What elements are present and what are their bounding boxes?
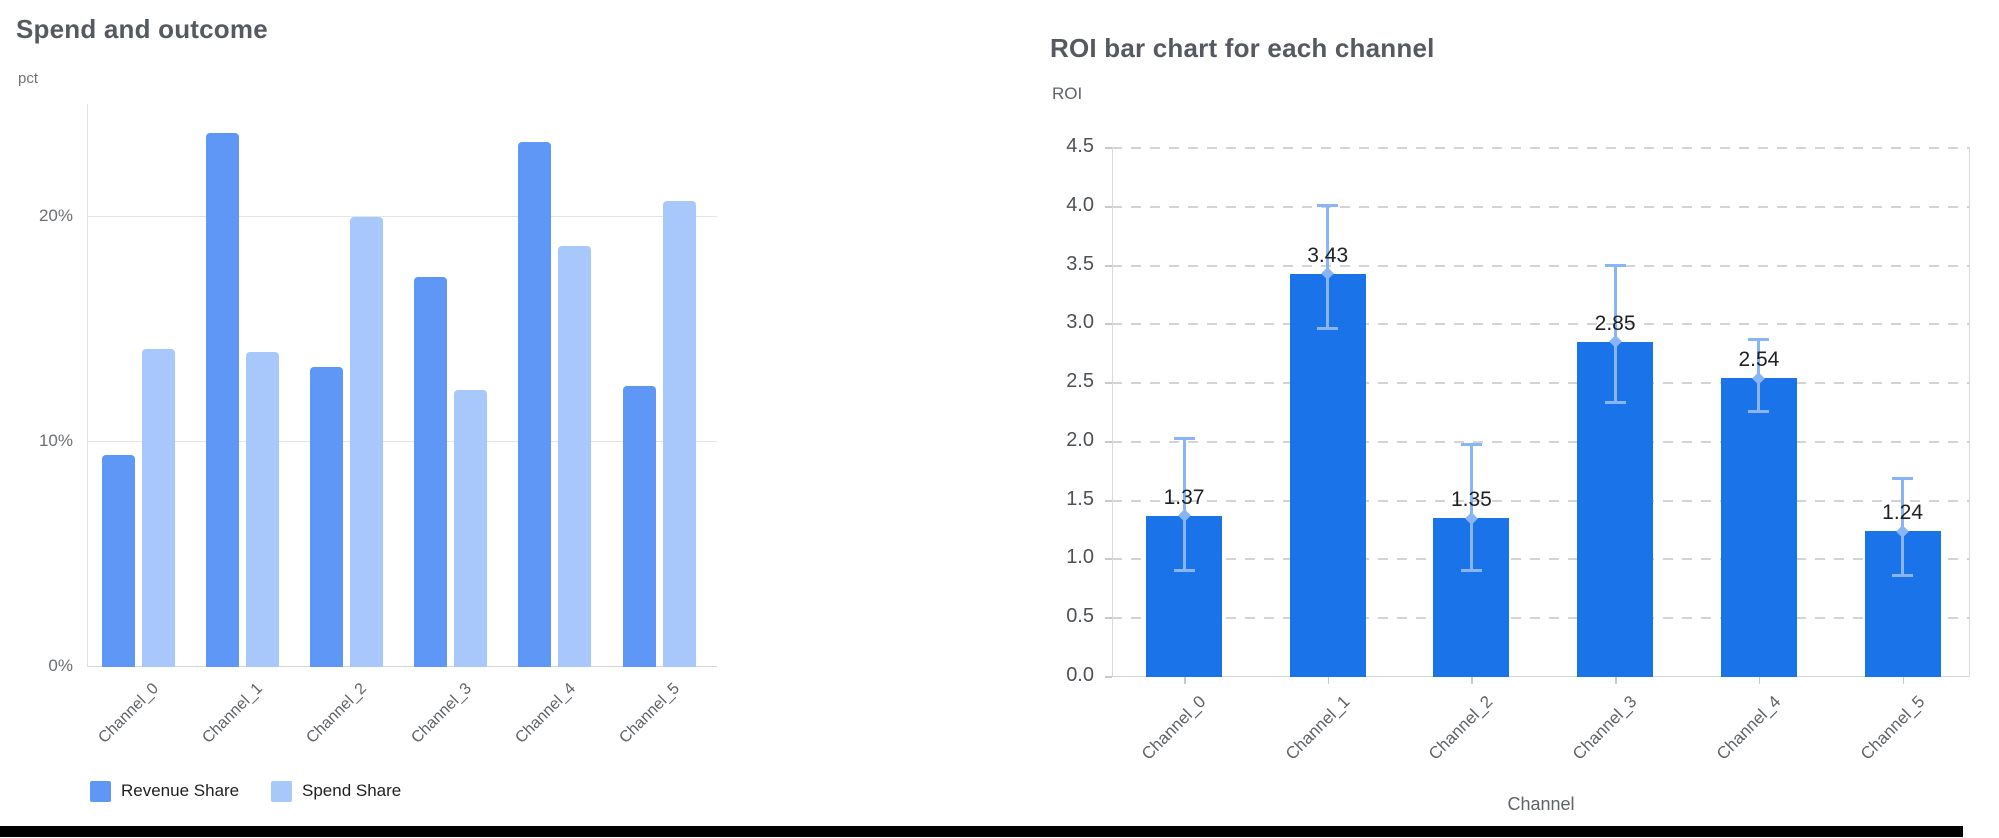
error-bar-stem xyxy=(1182,437,1186,573)
left-y-axis-unit-label: pct xyxy=(18,70,39,87)
bar-roi-channel_1 xyxy=(1289,273,1366,677)
x-tick-mark xyxy=(1184,677,1186,684)
gridline-1.0 xyxy=(1112,558,1970,561)
gridline-10% xyxy=(87,440,717,442)
y-tick-label: 3.0 xyxy=(1066,311,1094,334)
y-tick-label: 0% xyxy=(48,656,73,675)
bar-roi-channel_4 xyxy=(1720,378,1797,677)
bar-value-label: 3.43 xyxy=(1307,243,1349,267)
gridline-4.0 xyxy=(1112,205,1970,208)
bar-value-label: 1.35 xyxy=(1450,488,1492,512)
x-tick-mark xyxy=(1615,677,1617,684)
y-tick-label: 0.0 xyxy=(1066,664,1094,686)
error-bar-cap-bottom xyxy=(1892,574,1914,578)
bar-spend-channel_4 xyxy=(558,245,592,667)
error-bar-cap-bottom xyxy=(1604,401,1626,405)
gridline-3.0 xyxy=(1112,323,1970,326)
right-y-axis-unit-label: ROI xyxy=(1052,84,1083,103)
y-tick-mark xyxy=(1105,323,1112,326)
y-tick-label: 2.5 xyxy=(1066,370,1094,393)
bar-revenue-channel_0 xyxy=(101,455,135,667)
x-tick-mark xyxy=(1327,677,1330,684)
x-tick-label-channel_0: Channel_0 xyxy=(1137,692,1210,764)
gridline-0 xyxy=(1112,676,1970,677)
error-bar-cap-top xyxy=(1460,443,1482,447)
gridline-0.5 xyxy=(1112,617,1970,620)
legend-label-spend-share: Spend Share xyxy=(302,781,402,800)
y-tick-label: 4.0 xyxy=(1066,193,1094,216)
error-bar-cap-top xyxy=(1317,204,1339,208)
x-tick-mark xyxy=(1758,677,1761,684)
bottom-border-line xyxy=(0,826,1963,837)
error-bar-cap-top xyxy=(1604,264,1626,268)
x-axis-title: Channel xyxy=(1507,794,1575,814)
bar-revenue-channel_3 xyxy=(414,277,448,667)
left-chart-title: Spend and outcome xyxy=(16,14,268,44)
y-tick-label: 0.5 xyxy=(1066,605,1094,628)
y-tick-label: 1.5 xyxy=(1066,487,1094,510)
x-tick-label-channel_5: Channel_5 xyxy=(616,680,684,747)
y-tick-mark xyxy=(1105,147,1112,149)
y-tick-label: 10% xyxy=(38,430,73,450)
error-bar-stem xyxy=(1613,264,1617,405)
spend-outcome-plot-area: 0% 10% 20% Channel_0 Channel_1 Channel_2 Chann… xyxy=(39,104,717,747)
legend-swatch-spend-share xyxy=(271,781,292,802)
legend-swatch-revenue-share xyxy=(90,781,111,802)
bar-value-label: 2.54 xyxy=(1738,348,1780,372)
legend-label-revenue-share: Revenue Share xyxy=(121,781,240,800)
error-bar-stem xyxy=(1469,443,1473,573)
gridline-2.5 xyxy=(1112,382,1970,385)
y-tick-label: 3.5 xyxy=(1066,252,1094,275)
error-bar-cap-top xyxy=(1892,477,1914,481)
gridline-0% xyxy=(87,666,717,667)
y-tick-label: 1.0 xyxy=(1066,546,1094,569)
bar-revenue-channel_5 xyxy=(622,385,656,667)
y-tick-label: 2.0 xyxy=(1066,428,1094,451)
error-bar-cap-bottom xyxy=(1317,327,1339,331)
bar-spend-channel_3 xyxy=(454,390,488,667)
y-tick-mark xyxy=(1105,617,1112,620)
y-tick-mark xyxy=(1105,676,1112,678)
y-tick-mark xyxy=(1105,205,1112,208)
bar-spend-channel_2 xyxy=(349,216,383,667)
x-tick-label-channel_1: Channel_1 xyxy=(1281,692,1354,764)
y-axis-line xyxy=(87,104,88,667)
x-tick-label-channel_4: Channel_4 xyxy=(1712,692,1785,764)
bar-value-label: 1.24 xyxy=(1882,501,1924,525)
y-tick-mark xyxy=(1105,440,1112,443)
error-bar-stem xyxy=(1326,204,1330,331)
x-tick-label-channel_4: Channel_4 xyxy=(512,680,579,747)
gridline-20% xyxy=(87,215,717,217)
gridline-2.0 xyxy=(1112,440,1970,443)
x-tick-mark xyxy=(1471,677,1473,684)
gridline-3.5 xyxy=(1112,264,1970,267)
error-bar-cap-bottom xyxy=(1173,569,1195,573)
bar-spend-channel_0 xyxy=(141,349,175,667)
error-bar-cap-bottom xyxy=(1460,569,1482,573)
plot-right-border xyxy=(1969,148,1970,677)
bar-revenue-channel_2 xyxy=(309,367,343,667)
y-tick-mark xyxy=(1105,264,1112,267)
y-tick-label: 4.5 xyxy=(1066,135,1094,157)
y-axis-line xyxy=(1112,148,1113,677)
bar-revenue-channel_4 xyxy=(518,142,552,667)
roi-plot-area: 0.0 0.5 1.0 1.5 2.0 2.5 3.0 3.5 4.0 4.5 1.37 Channe… xyxy=(1066,135,1970,764)
gridline-1.5 xyxy=(1112,499,1970,502)
error-bar-cap-top xyxy=(1173,437,1195,441)
bar-revenue-channel_1 xyxy=(205,133,239,667)
bar-spend-channel_5 xyxy=(662,200,696,667)
y-tick-label: 20% xyxy=(38,205,73,225)
error-bar-cap-bottom xyxy=(1748,409,1770,413)
right-chart-title: ROI bar chart for each channel xyxy=(1050,33,1435,63)
bar-spend-channel_1 xyxy=(245,351,279,667)
gridline-4.5 xyxy=(1112,147,1970,149)
bar-value-label: 2.85 xyxy=(1594,311,1636,335)
y-tick-mark xyxy=(1105,499,1112,502)
y-tick-mark xyxy=(1105,382,1112,385)
x-tick-label-channel_5: Channel_5 xyxy=(1856,692,1929,764)
y-tick-mark xyxy=(1105,558,1112,561)
bar-value-label: 1.37 xyxy=(1163,485,1205,509)
x-tick-mark xyxy=(1902,677,1905,684)
error-bar-cap-top xyxy=(1748,338,1770,342)
